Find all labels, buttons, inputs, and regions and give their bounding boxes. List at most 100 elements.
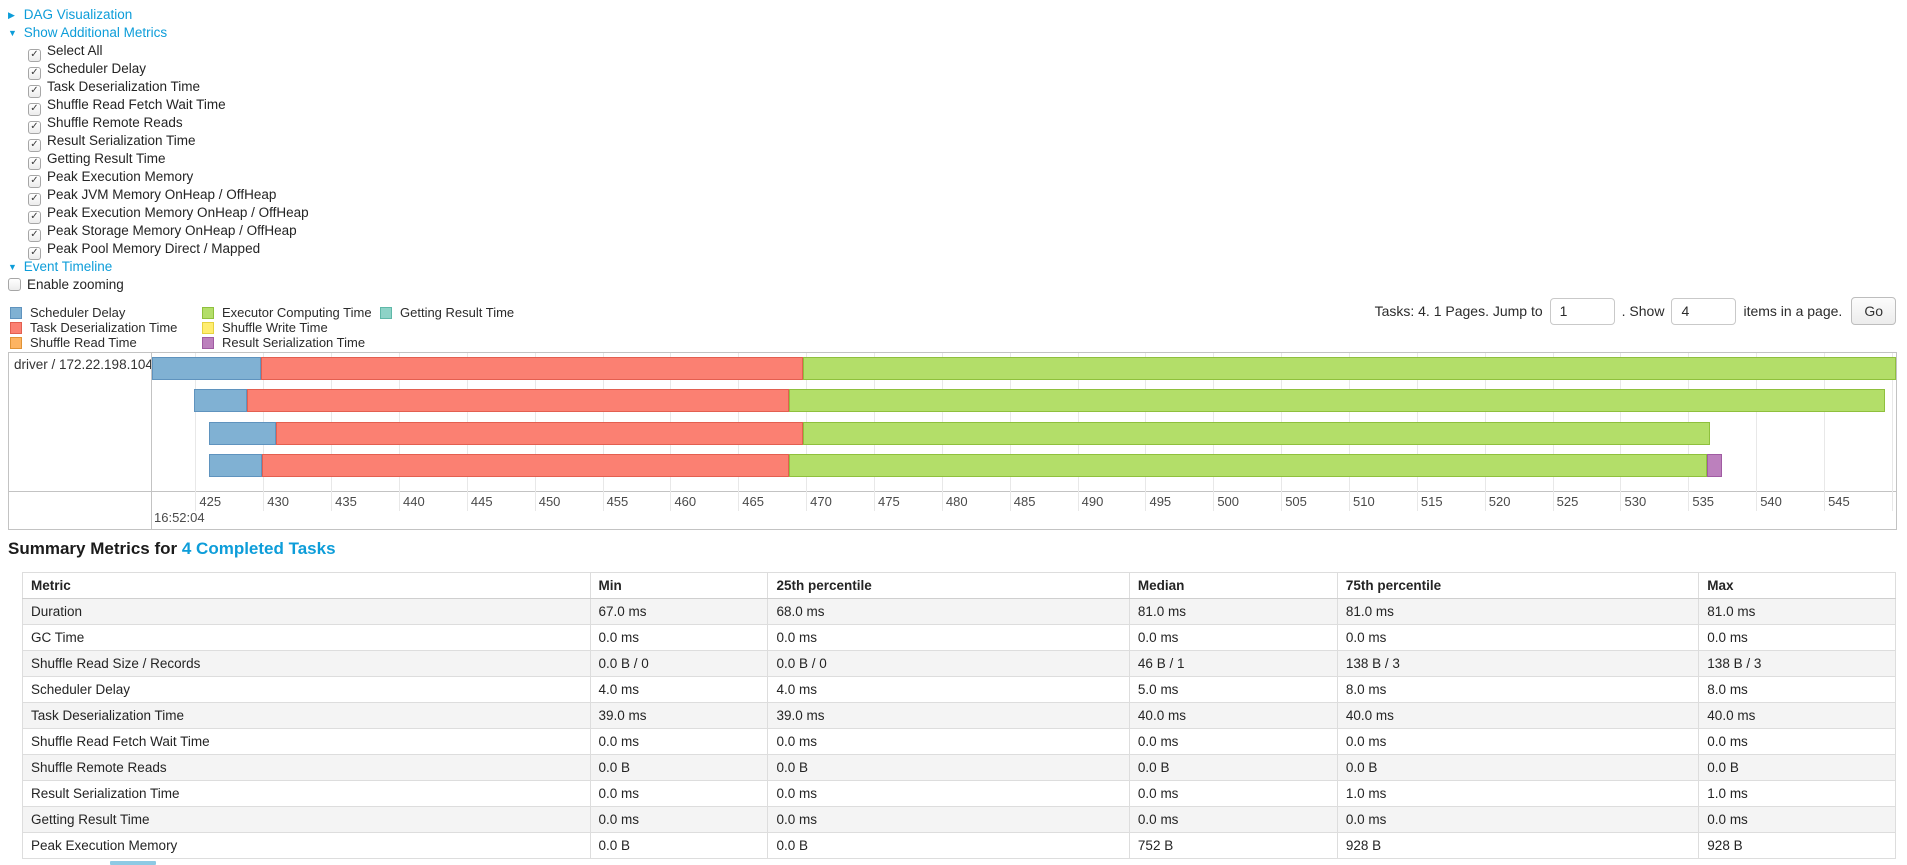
metric-checkbox-list: Select All Scheduler Delay Task Deserializ… [8,42,309,260]
axis-tick-label: 490 [1081,494,1104,509]
axis-tick-label: 425 [199,494,222,509]
axis-tick-label: 495 [1149,494,1172,509]
jump-to-page-input[interactable] [1549,297,1615,325]
event-timeline-toggle[interactable]: ▼ Event Timeline [8,258,309,276]
metric-checkbox[interactable] [28,174,41,188]
metric-checkbox-label: Select All [47,43,103,58]
table-row: Shuffle Read Size / Records 0.0 B / 0 0.0 … [22,650,1896,677]
axis-tick-label: 445 [470,494,493,509]
task-bar-segment-executor-computing[interactable] [803,357,1896,380]
task-bar-segment-executor-computing[interactable] [788,454,1708,477]
task-bar-segment-executor-computing[interactable] [803,422,1711,445]
legend-label: Getting Result Time [400,305,515,320]
executor-group-label: driver / 172.22.198.104 [14,357,151,372]
task-pagination: Tasks: 4. 1 Pages. Jump to . Show items … [1375,297,1896,325]
metric-checkbox-row[interactable]: Task Deserialization Time [28,78,309,98]
summary-metrics-title: Summary Metrics for 4 Completed Tasks [8,539,336,559]
table-cell: 0.0 ms [589,728,769,755]
axis-tick-label: 440 [403,494,425,509]
legend-item: Task Deserialization Time [10,320,202,335]
pagination-summary-text: Tasks: 4. 1 Pages. Jump to [1374,303,1543,319]
table-cell: 0.0 ms [767,780,1130,807]
task-bar-segment-task-deserialization[interactable] [261,454,789,477]
table-cell: 138 B / 3 [1698,650,1896,677]
metric-checkbox[interactable] [28,228,41,242]
metric-checkbox-row[interactable]: Scheduler Delay [28,60,309,80]
axis-tick-label: 515 [1420,494,1443,509]
table-cell: 0.0 ms [1698,728,1896,755]
task-bar-segment-scheduler-delay[interactable] [209,422,276,445]
gridline [195,353,197,511]
metric-checkbox-row[interactable]: Shuffle Read Fetch Wait Time [28,96,309,116]
table-cell: GC Time [22,624,591,651]
legend-swatch-result-serialization [202,336,214,349]
table-cell: 4.0 ms [589,676,769,703]
metric-checkbox[interactable] [28,66,41,80]
task-bar-segment-executor-computing[interactable] [788,389,1886,412]
metric-checkbox[interactable] [28,192,41,206]
metric-checkbox-row[interactable]: Getting Result Time [28,150,309,170]
metric-checkbox-row[interactable]: Peak Pool Memory Direct / Mapped [28,240,309,260]
task-bar-segment-task-deserialization[interactable] [275,422,804,445]
enable-zooming-checkbox[interactable] [8,278,21,291]
table-cell: 0.0 B [589,754,769,781]
table-cell: Shuffle Read Fetch Wait Time [22,728,591,755]
legend-label: Executor Computing Time [222,305,372,320]
axis-tick-label: 535 [1692,494,1715,509]
task-bar-segment-result-serialization[interactable] [1707,454,1723,477]
axis-tick-label: 470 [810,494,832,509]
table-header-cell: 75th percentile [1336,572,1700,599]
metric-checkbox-row[interactable]: Peak Storage Memory OnHeap / OffHeap [28,222,309,242]
metric-checkbox-row[interactable]: Peak Execution Memory [28,168,309,188]
metric-checkbox[interactable] [28,102,41,116]
legend-swatch-task-deserialization [10,321,22,334]
metric-checkbox[interactable] [28,48,41,62]
metric-checkbox-row[interactable]: Peak JVM Memory OnHeap / OffHeap [28,186,309,206]
table-cell: 0.0 ms [1698,624,1896,651]
metric-checkbox[interactable] [28,84,41,98]
task-bar-segment-task-deserialization[interactable] [247,389,789,412]
table-cell: 0.0 ms [1336,728,1700,755]
dag-visualization-toggle[interactable]: ▶ DAG Visualization [8,6,309,24]
table-cell: 0.0 ms [1128,728,1338,755]
metric-checkbox[interactable] [28,156,41,170]
legend-label: Shuffle Read Time [30,335,137,350]
metric-checkbox[interactable] [28,120,41,134]
table-cell: 39.0 ms [767,702,1130,729]
timeline-axis-line [9,491,1896,492]
timeline-plot-area: 16:52:04 425 430 435 440 445 450 455 460 465 470 4… [152,353,1896,529]
metric-checkbox-label: Peak JVM Memory OnHeap / OffHeap [47,187,277,202]
completed-tasks-link[interactable]: 4 Completed Tasks [181,539,336,558]
axis-tick-label: 465 [742,494,764,509]
table-cell: Getting Result Time [22,806,591,833]
table-cell: 0.0 B / 0 [589,650,769,677]
metric-checkbox-row[interactable]: Result Serialization Time [28,132,309,152]
show-additional-metrics-toggle[interactable]: ▼ Show Additional Metrics [8,24,309,42]
table-cell: 928 B [1336,832,1700,859]
metric-checkbox[interactable] [28,210,41,224]
metric-checkbox-row[interactable]: Peak Execution Memory OnHeap / OffHeap [28,204,309,224]
axis-tick-label: 500 [1217,494,1240,509]
table-cell: Result Serialization Time [22,780,591,807]
items-per-page-input[interactable] [1671,297,1737,325]
metric-checkbox[interactable] [28,138,41,152]
axis-tick-label: 540 [1760,494,1782,509]
metric-checkbox-row[interactable]: Select All [28,42,309,62]
enable-zooming-row[interactable]: Enable zooming [8,276,309,294]
table-cell: 39.0 ms [589,702,769,729]
task-bar-segment-scheduler-delay[interactable] [194,389,247,412]
legend-item: Getting Result Time [380,305,514,320]
table-header-cell: Min [589,572,769,599]
task-bar-segment-scheduler-delay[interactable] [152,357,261,380]
dag-visualization-label: DAG Visualization [23,7,133,22]
table-cell: Scheduler Delay [22,676,591,703]
axis-tick-label: 450 [538,494,561,509]
metric-checkbox[interactable] [28,246,41,260]
metric-checkbox-label: Peak Storage Memory OnHeap / OffHeap [47,223,297,238]
go-button[interactable]: Go [1851,297,1896,325]
table-cell: 0.0 B [1336,754,1700,781]
task-bar-segment-scheduler-delay[interactable] [209,454,262,477]
metric-checkbox-row[interactable]: Shuffle Remote Reads [28,114,309,134]
enable-zooming-label: Enable zooming [27,277,124,292]
task-bar-segment-task-deserialization[interactable] [260,357,804,380]
